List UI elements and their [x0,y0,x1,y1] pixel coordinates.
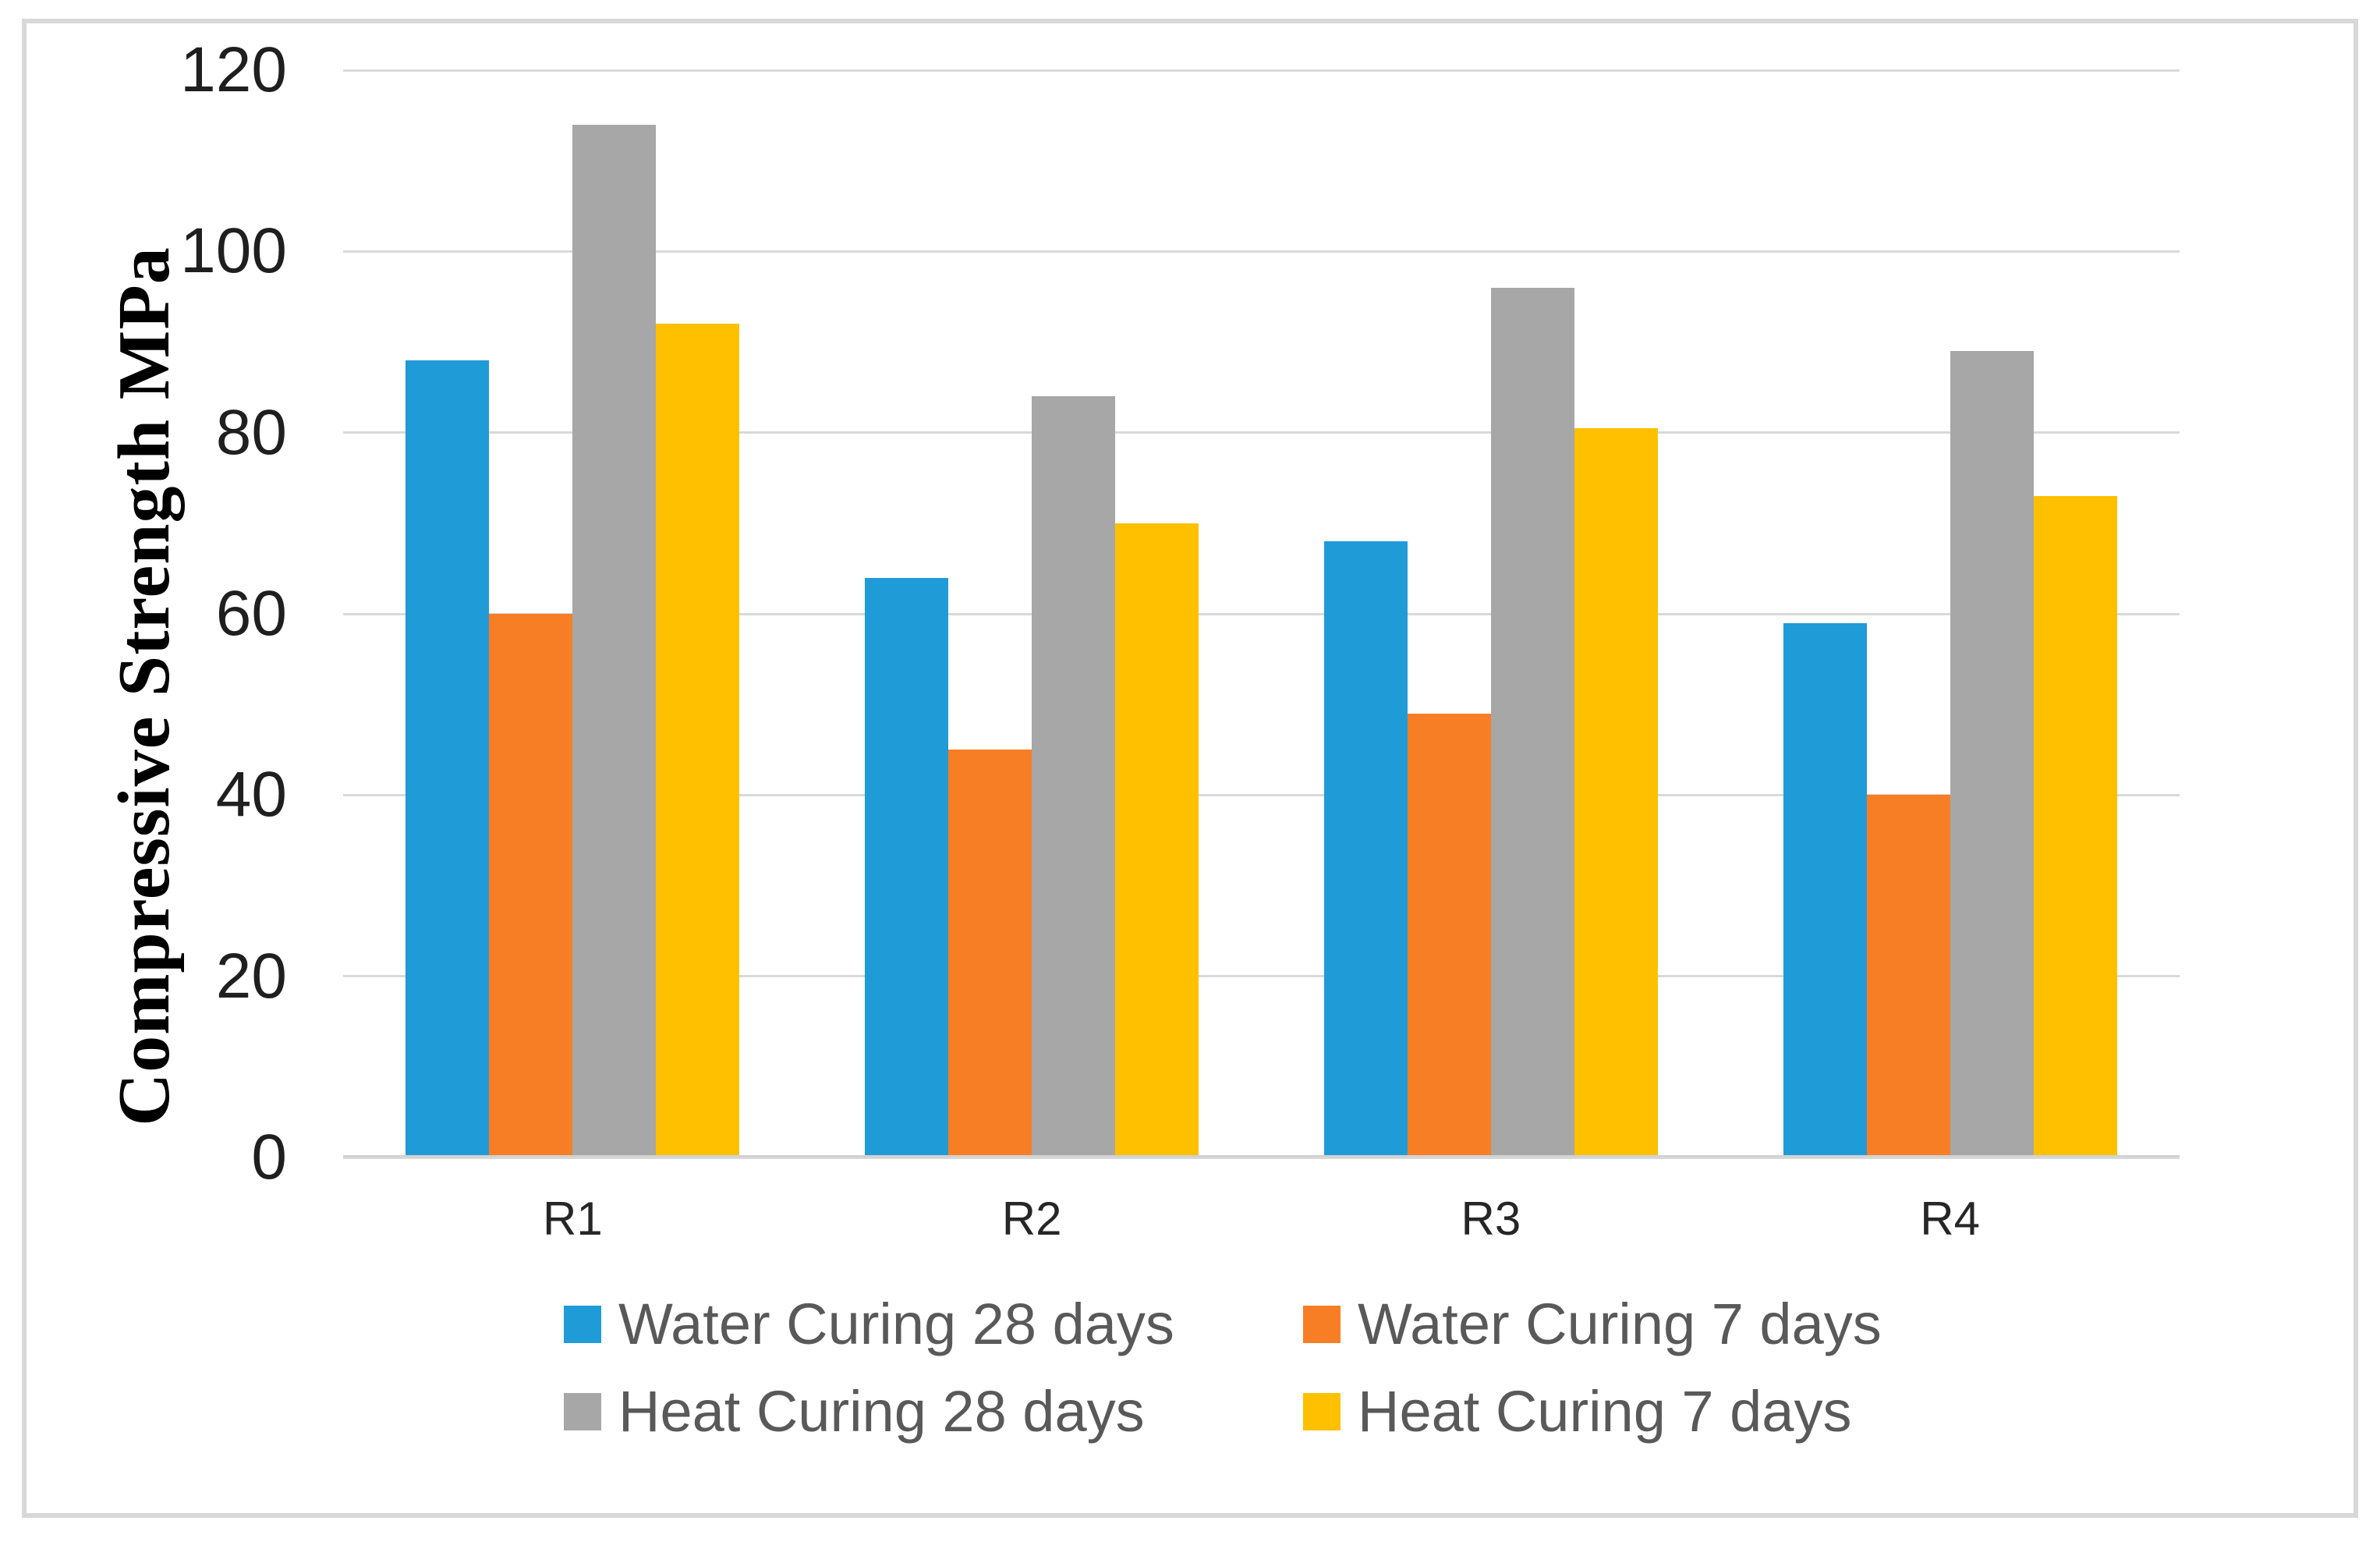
legend-item-heat-curing-7-days: Heat Curing 7 days [1303,1374,1882,1449]
bar-group-r4 [1720,70,2180,1157]
x-axis-line [343,1155,2180,1157]
gridline-120 [343,69,2180,72]
legend-marker-heat-curing-28-days [564,1393,601,1430]
legend-label-heat-curing-28-days: Heat Curing 28 days [618,1379,1145,1444]
bar-r2-water-curing-7-days [948,750,1032,1157]
legend-label-heat-curing-7-days: Heat Curing 7 days [1358,1379,1852,1444]
bar-group-r1 [343,70,802,1157]
y-tick-label-120: 120 [180,34,287,105]
category-label-r1: R1 [543,1193,603,1245]
legend-marker-water-curing-28-days [564,1306,601,1343]
bar-r1-water-curing-7-days [489,614,573,1157]
bar-r1-heat-curing-7-days [656,324,740,1157]
gridline-60 [343,612,2180,615]
y-axis-tick-labels: 0 20 40 60 80 100 120 [0,38,287,1189]
bar-groups [343,70,2180,1157]
y-tick-label-0: 0 [251,1122,287,1193]
bar-r3-heat-curing-28-days [1490,287,1574,1157]
legend-item-heat-curing-28-days: Heat Curing 28 days [564,1374,1303,1449]
bar-r1-heat-curing-28-days [572,124,657,1157]
legend: Water Curing 28 days Water Curing 7 days H… [564,1287,1882,1449]
y-tick-label-60: 60 [215,578,287,649]
legend-item-water-curing-7-days: Water Curing 7 days [1303,1287,1882,1362]
bar-r4-heat-curing-7-days [2033,495,2117,1157]
gridline-100 [343,250,2180,253]
bar-r2-heat-curing-28-days [1032,396,1116,1157]
bar-r4-water-curing-28-days [1783,622,1867,1157]
bar-r3-water-curing-28-days [1323,541,1408,1157]
category-label-r3: R3 [1461,1193,1521,1245]
bar-r2-heat-curing-7-days [1115,523,1199,1157]
plot-area [343,69,2180,1159]
bar-r1-water-curing-28-days [406,360,490,1157]
y-tick-label-80: 80 [215,396,287,468]
gridline-80 [343,431,2180,434]
category-label-r2: R2 [1001,1193,1062,1245]
legend-label-water-curing-7-days: Water Curing 7 days [1358,1292,1882,1356]
y-tick-label-40: 40 [215,759,287,831]
gridline-20 [343,975,2180,978]
x-axis-category-labels: R1 R2 R3 R4 [343,1192,2180,1246]
legend-label-water-curing-28-days: Water Curing 28 days [618,1292,1174,1356]
bar-group-r2 [802,70,1262,1157]
legend-marker-heat-curing-7-days [1303,1393,1341,1430]
legend-marker-water-curing-7-days [1303,1306,1341,1343]
bar-r4-heat-curing-28-days [1950,351,2034,1157]
bar-group-r3 [1262,70,1721,1157]
gridline-40 [343,793,2180,796]
category-label-r4: R4 [1920,1193,1980,1245]
bar-r4-water-curing-7-days [1866,795,1950,1157]
bar-r3-water-curing-7-days [1407,713,1491,1157]
bar-r2-water-curing-28-days [865,577,949,1157]
gridline-0 [343,1156,2180,1159]
y-tick-label-20: 20 [215,940,287,1012]
y-tick-label-100: 100 [180,215,287,287]
bar-r3-heat-curing-7-days [1574,427,1658,1157]
legend-item-water-curing-28-days: Water Curing 28 days [564,1287,1303,1362]
